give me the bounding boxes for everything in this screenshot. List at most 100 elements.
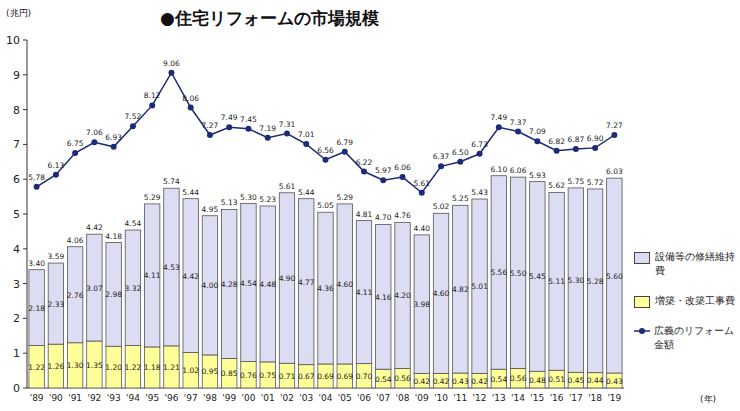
bar-segment bbox=[106, 243, 121, 347]
legend-label: 設備等の修繕維持費 bbox=[655, 250, 738, 278]
x-tick-label: '12 bbox=[473, 393, 487, 403]
line-value-label: 6.06 bbox=[394, 163, 411, 172]
line-marker bbox=[457, 159, 463, 165]
line-value-label: 8.12 bbox=[144, 91, 161, 100]
x-axis-label: (年) bbox=[700, 394, 716, 404]
total-label: 5.62 bbox=[548, 181, 565, 190]
bar-segment bbox=[48, 263, 63, 344]
total-label: 4.18 bbox=[105, 232, 122, 241]
total-label: 5.93 bbox=[529, 171, 546, 180]
bar-segment bbox=[356, 221, 371, 364]
bar-value-label: 2.76 bbox=[67, 291, 84, 300]
total-label: 5.23 bbox=[259, 195, 276, 204]
line-marker bbox=[245, 126, 251, 132]
bar-segment bbox=[433, 213, 448, 373]
bar-value-label: 1.20 bbox=[105, 363, 122, 372]
x-tick-label: '96 bbox=[164, 393, 178, 403]
bar-value-label: 4.28 bbox=[221, 280, 238, 289]
bar-value-label: 0.95 bbox=[202, 367, 219, 376]
bar-value-label: 0.54 bbox=[490, 375, 507, 384]
x-tick-label: '95 bbox=[145, 393, 159, 403]
x-tick-label: '01 bbox=[261, 393, 275, 403]
x-tick-label: '17 bbox=[569, 393, 583, 403]
legend-item: 設備等の修繕維持費 bbox=[634, 250, 738, 278]
bar-value-label: 0.51 bbox=[548, 375, 565, 384]
bar-value-label: 1.02 bbox=[182, 366, 199, 375]
bar-value-label: 0.43 bbox=[452, 377, 469, 386]
x-tick-label: '13 bbox=[492, 393, 506, 403]
total-label: 5.29 bbox=[336, 193, 353, 202]
line-value-label: 5.97 bbox=[375, 166, 392, 175]
total-label: 6.03 bbox=[606, 167, 623, 176]
line-value-label: 7.27 bbox=[202, 121, 219, 130]
bar-value-label: 0.43 bbox=[606, 377, 623, 386]
bar-value-label: 4.60 bbox=[336, 280, 353, 289]
line-marker bbox=[111, 144, 117, 150]
total-label: 5.30 bbox=[240, 193, 257, 202]
line-value-label: 6.79 bbox=[336, 138, 353, 147]
total-label: 3.40 bbox=[28, 259, 45, 268]
bar-value-label: 0.67 bbox=[298, 372, 315, 381]
bar-segment bbox=[144, 204, 159, 347]
x-tick-label: '08 bbox=[396, 393, 410, 403]
bar-value-label: 0.71 bbox=[279, 372, 296, 381]
bar-value-label: 2.98 bbox=[105, 290, 122, 299]
line-marker bbox=[34, 184, 40, 190]
line-marker bbox=[554, 148, 560, 154]
bar-segment bbox=[29, 270, 44, 346]
total-label: 5.74 bbox=[163, 177, 180, 186]
bar-segment bbox=[587, 373, 602, 388]
bar-segment bbox=[279, 363, 294, 388]
bar-value-label: 0.54 bbox=[375, 375, 392, 384]
line-value-label: 7.19 bbox=[259, 124, 276, 133]
line-value-label: 9.06 bbox=[163, 59, 180, 68]
bar-segment bbox=[549, 192, 564, 370]
line-value-label: 7.09 bbox=[529, 127, 546, 136]
y-tick bbox=[23, 179, 27, 180]
bar-value-label: 1.22 bbox=[125, 363, 142, 372]
line-value-label: 6.56 bbox=[317, 146, 334, 155]
line-marker bbox=[496, 124, 502, 130]
total-label: 5.75 bbox=[568, 177, 585, 186]
bar-value-label: 3.32 bbox=[125, 284, 142, 293]
plot-marks bbox=[29, 70, 622, 388]
bar-segment bbox=[222, 209, 237, 358]
bar-segment bbox=[414, 235, 429, 374]
y-tick-label: 7 bbox=[13, 138, 20, 151]
line-marker bbox=[477, 151, 483, 157]
bar-segment bbox=[568, 372, 583, 388]
y-tick bbox=[23, 318, 27, 319]
line-marker bbox=[592, 145, 598, 151]
bar-value-label: 5.01 bbox=[471, 282, 488, 291]
bar-segment bbox=[183, 353, 198, 388]
line-value-label: 8.06 bbox=[182, 94, 199, 103]
line-marker bbox=[130, 123, 136, 129]
line-value-label: 6.82 bbox=[548, 137, 565, 146]
bar-segment bbox=[260, 206, 275, 362]
bar-segment bbox=[241, 204, 256, 362]
y-tick-label: 4 bbox=[13, 243, 20, 256]
line-marker bbox=[188, 105, 194, 111]
bar-value-label: 2.33 bbox=[48, 300, 65, 309]
bar-segment bbox=[530, 182, 545, 372]
x-tick-label: '14 bbox=[511, 393, 525, 403]
total-label: 3.59 bbox=[48, 252, 65, 261]
y-axis-line bbox=[27, 40, 28, 388]
bar-value-label: 4.20 bbox=[394, 291, 411, 300]
y-tick bbox=[23, 214, 27, 215]
bar-value-label: 4.42 bbox=[182, 272, 199, 281]
bar-value-label: 1.22 bbox=[28, 363, 45, 372]
y-tick-label: 6 bbox=[13, 173, 20, 186]
x-tick-label: '05 bbox=[338, 393, 352, 403]
bar-value-label: 5.30 bbox=[568, 276, 585, 285]
bar-value-label: 5.45 bbox=[529, 272, 546, 281]
line-value-label: 6.22 bbox=[356, 158, 373, 167]
legend-swatch bbox=[634, 252, 650, 264]
y-tick-label: 9 bbox=[13, 69, 20, 82]
legend-label: 増築・改築工事費 bbox=[655, 294, 738, 308]
bar-segment bbox=[125, 230, 140, 346]
bar-segment bbox=[530, 371, 545, 388]
y-tick-label: 0 bbox=[13, 382, 20, 395]
y-tick bbox=[23, 74, 27, 75]
bar-segment bbox=[395, 369, 410, 388]
